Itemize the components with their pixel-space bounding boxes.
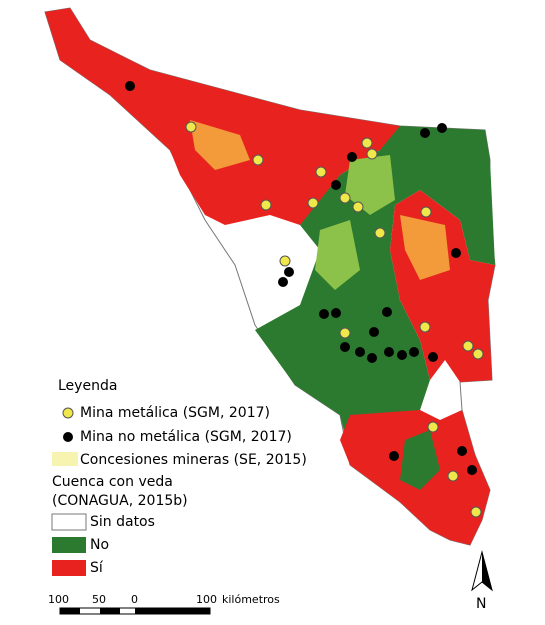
legend-symbol — [51, 513, 87, 531]
north-label: N — [476, 596, 486, 612]
legend-label: No — [90, 537, 109, 553]
light-green-area — [345, 155, 395, 215]
scale-bar — [59, 607, 211, 615]
legend-symbol — [63, 432, 73, 442]
scale-label: 50 — [92, 593, 106, 606]
scale-unit: kilómetros — [222, 593, 280, 606]
orange-area — [190, 120, 250, 170]
legend-subtitle: Cuenca con veda — [52, 474, 173, 490]
legend-symbol — [52, 560, 86, 576]
region-no — [255, 126, 495, 455]
legend-title: Leyenda — [58, 378, 117, 394]
mines-nonmetallic — [125, 81, 477, 475]
legend-label: Concesiones mineras (SE, 2015) — [80, 452, 307, 468]
legend-label: Mina no metálica (SGM, 2017) — [80, 429, 292, 445]
scale-label: 0 — [131, 593, 138, 606]
legend-symbol — [62, 407, 74, 419]
legend-symbol — [52, 537, 86, 553]
legend-symbol — [52, 452, 78, 466]
mines-metallic — [185, 121, 484, 518]
scale-label: 100 — [48, 593, 69, 606]
legend-label: Sin datos — [90, 514, 155, 530]
legend-label: Mina metálica (SGM, 2017) — [80, 405, 270, 421]
region-no — [400, 430, 440, 490]
light-green-area — [315, 220, 360, 290]
scale-label: 100 — [196, 593, 217, 606]
legend-subtitle: (CONAGUA, 2015b) — [52, 493, 188, 509]
orange-area — [400, 215, 450, 280]
legend-label: Sí — [90, 560, 104, 576]
north-arrow — [482, 552, 492, 590]
